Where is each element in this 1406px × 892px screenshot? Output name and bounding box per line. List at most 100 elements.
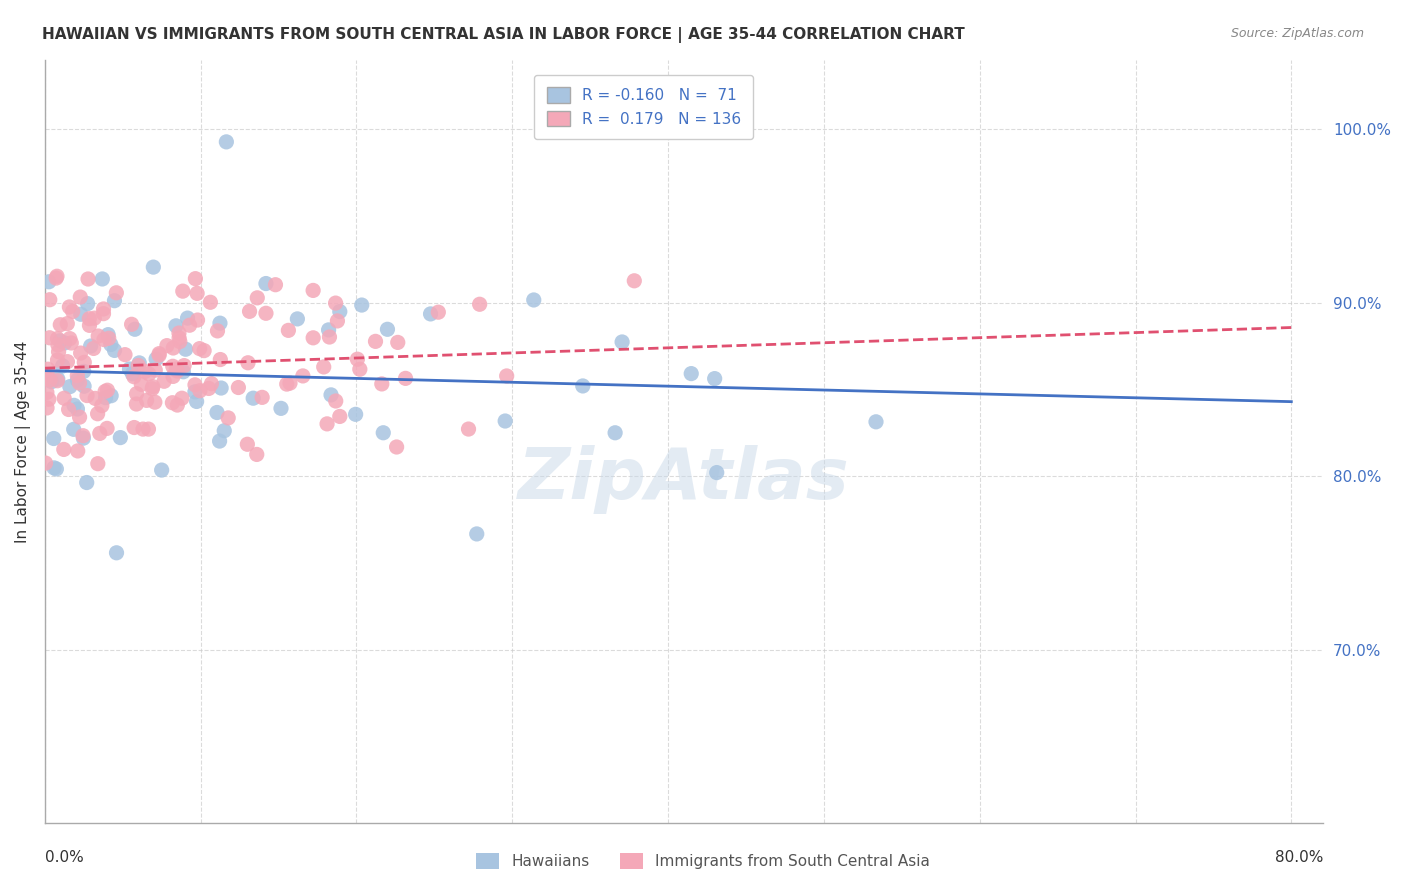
Text: ZipAtlas: ZipAtlas	[519, 445, 851, 514]
Point	[76, 388, 98, 402]
Point	[209, 381, 232, 395]
Point	[105, 546, 128, 560]
Point	[38, 293, 60, 307]
Y-axis label: In Labor Force | Age 35-44: In Labor Force | Age 35-44	[15, 341, 31, 542]
Point	[209, 352, 232, 367]
Point	[56, 354, 79, 368]
Point	[56, 317, 79, 331]
Point	[167, 331, 190, 345]
Point	[162, 341, 184, 355]
Point	[236, 356, 259, 370]
Point	[176, 311, 198, 326]
Point	[142, 379, 165, 393]
Point	[287, 312, 309, 326]
Point	[96, 421, 118, 435]
Point	[87, 329, 110, 343]
Point	[143, 363, 166, 377]
Point	[373, 425, 395, 440]
Point	[35, 371, 58, 385]
Point	[128, 356, 150, 370]
Point	[188, 384, 211, 398]
Point	[162, 369, 184, 384]
Point	[468, 297, 491, 311]
Point	[291, 368, 314, 383]
Point	[62, 304, 84, 318]
Point	[200, 295, 222, 310]
Point	[131, 377, 153, 392]
Point	[179, 318, 201, 333]
Point	[166, 364, 188, 378]
Point	[59, 332, 82, 346]
Point	[122, 369, 145, 384]
Point	[186, 286, 208, 301]
Point	[329, 409, 352, 424]
Point	[91, 272, 114, 286]
Point	[93, 307, 115, 321]
Point	[118, 362, 141, 376]
Point	[162, 395, 184, 409]
Point	[35, 385, 58, 400]
Point	[148, 348, 170, 362]
Point	[165, 362, 187, 376]
Point	[184, 271, 207, 285]
Point	[156, 338, 179, 352]
Point	[79, 339, 101, 353]
Point	[495, 368, 517, 383]
Point	[48, 334, 70, 348]
Point	[48, 344, 70, 359]
Point	[69, 290, 91, 304]
Point	[494, 414, 516, 428]
Point	[318, 323, 340, 337]
Point	[72, 431, 94, 445]
Point	[302, 331, 325, 345]
Point	[457, 422, 479, 436]
Point	[52, 442, 75, 457]
Point	[148, 346, 170, 360]
Point	[38, 331, 60, 345]
Point	[110, 431, 132, 445]
Point	[610, 334, 633, 349]
Point	[325, 394, 347, 409]
Point	[66, 373, 89, 387]
Text: 0.0%: 0.0%	[45, 850, 83, 865]
Point	[173, 359, 195, 373]
Point	[238, 304, 260, 318]
Point	[134, 364, 156, 378]
Point	[84, 392, 107, 406]
Point	[46, 374, 69, 388]
Point	[302, 284, 325, 298]
Point	[94, 384, 117, 399]
Point	[79, 311, 101, 326]
Point	[385, 440, 408, 454]
Point	[254, 306, 277, 320]
Point	[76, 475, 98, 490]
Point	[125, 397, 148, 411]
Point	[278, 376, 301, 390]
Point	[73, 379, 96, 393]
Point	[138, 367, 160, 381]
Point	[58, 402, 80, 417]
Point	[170, 391, 193, 405]
Point	[103, 293, 125, 308]
Point	[69, 376, 91, 390]
Legend: Hawaiians, Immigrants from South Central Asia: Hawaiians, Immigrants from South Central…	[470, 847, 936, 875]
Point	[166, 398, 188, 412]
Point	[69, 410, 91, 425]
Point	[39, 373, 62, 387]
Point	[58, 300, 80, 314]
Point	[143, 395, 166, 409]
Text: Source: ZipAtlas.com: Source: ZipAtlas.com	[1230, 27, 1364, 40]
Point	[706, 466, 728, 480]
Point	[72, 428, 94, 442]
Point	[52, 359, 75, 373]
Point	[79, 318, 101, 333]
Point	[326, 314, 349, 328]
Point	[76, 296, 98, 310]
Point	[681, 367, 703, 381]
Point	[53, 335, 76, 350]
Point	[122, 420, 145, 434]
Point	[167, 326, 190, 340]
Point	[623, 274, 645, 288]
Point	[66, 444, 89, 458]
Point	[86, 407, 108, 421]
